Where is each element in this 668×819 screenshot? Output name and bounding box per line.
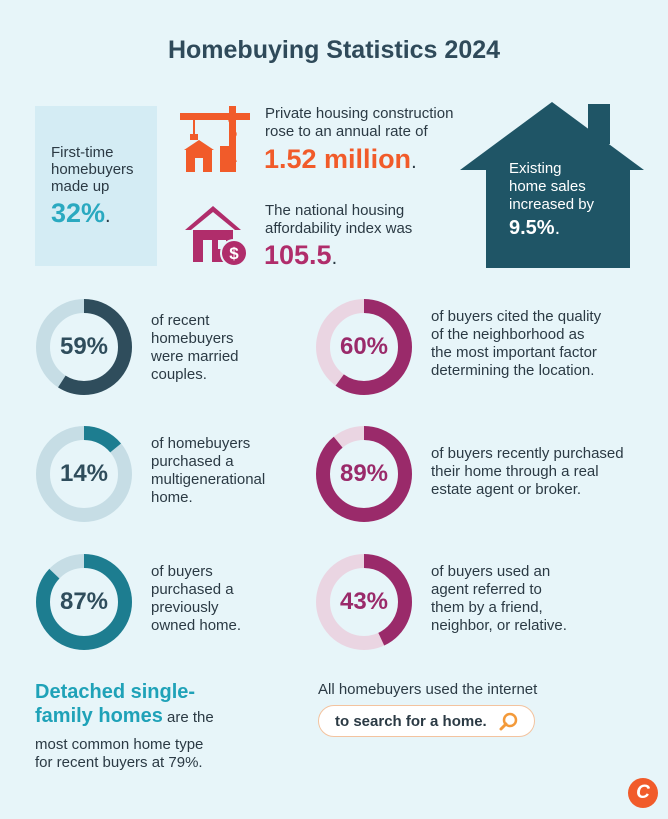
- donut-arc: [36, 299, 132, 395]
- detached-line: most common home type: [35, 736, 204, 753]
- stat-line: multigenerational: [151, 471, 266, 488]
- stat-line: of homebuyers: [151, 435, 251, 452]
- search-icon: [499, 712, 518, 731]
- stat-referred-agent: 43% of buyers used an agent referred to …: [315, 553, 635, 653]
- construction-line: rose to an annual rate of: [265, 123, 428, 140]
- donut-chart: [316, 554, 412, 650]
- existing-sales-number: 9.5%: [509, 217, 555, 239]
- existing-sales-line: Existing: [509, 160, 562, 177]
- house-dollar-icon: $: [185, 206, 248, 267]
- stat-line: determining the location.: [431, 362, 595, 379]
- stat-percent: 43%: [339, 588, 389, 615]
- first-time-buyers-value: 32%.: [51, 198, 111, 229]
- first-time-value: 32%: [51, 198, 106, 228]
- detached-homes-text: most common home type for recent buyers …: [35, 736, 295, 772]
- stat-line: home.: [151, 489, 193, 506]
- stat-line: them by a friend,: [431, 599, 543, 616]
- internet-text: All homebuyers used the internet: [318, 681, 538, 698]
- stat-line: owned home.: [151, 617, 242, 634]
- detached-highlight: family homes: [35, 705, 163, 727]
- stat-line: estate agent or broker.: [431, 481, 582, 498]
- stat-line: purchased a: [151, 453, 234, 470]
- brand-logo[interactable]: C: [628, 778, 658, 808]
- stat-married-couples: 59% of recent homebuyers were married co…: [35, 298, 355, 398]
- stat-percent: 89%: [339, 460, 389, 487]
- donut-arc: [316, 299, 412, 395]
- stat-line: homebuyers: [151, 330, 234, 347]
- stat-line: of buyers used an: [431, 563, 551, 580]
- donut-arc: [36, 426, 132, 522]
- first-time-line: First-time: [51, 144, 114, 161]
- stat-line: were married: [151, 348, 239, 365]
- stat-percent: 59%: [59, 333, 109, 360]
- detached-rest: are the: [162, 709, 214, 726]
- stat-line: purchased a: [151, 581, 234, 598]
- house-shape: [460, 102, 644, 268]
- affordability-line: affordability index was: [265, 220, 413, 237]
- construction-text: Private housing construction rose to an …: [265, 105, 453, 141]
- stat-line: of buyers recently purchased: [431, 445, 624, 462]
- stat-description: of homebuyers purchased a multigeneratio…: [151, 435, 265, 507]
- stat-neighborhood-quality: 60% of buyers cited the quality of the n…: [315, 298, 635, 398]
- affordability-text: The national housing affordability index…: [265, 202, 412, 238]
- detached-highlight: Detached single-: [35, 681, 196, 703]
- stat-description: of buyers cited the quality of the neigh…: [431, 308, 601, 380]
- existing-sales-text: Existing home sales increased by: [509, 160, 594, 214]
- first-time-buyers-text: First-time homebuyers made up: [51, 144, 134, 195]
- stat-previously-owned: 87% of buyers purchased a previously own…: [35, 553, 355, 653]
- donut-chart: [316, 426, 412, 522]
- affordability-value: 105.5.: [264, 240, 337, 271]
- stat-percent: 87%: [59, 588, 109, 615]
- existing-sales-value: 9.5%.: [509, 217, 560, 240]
- search-bar-text: to search for a home.: [335, 713, 487, 730]
- stat-line: couples.: [151, 366, 207, 383]
- first-time-line: made up: [51, 178, 110, 195]
- stat-percent: 60%: [339, 333, 389, 360]
- stat-line: agent referred to: [431, 581, 542, 598]
- construction-number: 1.52 million: [264, 144, 412, 174]
- stat-percent: 14%: [59, 460, 109, 487]
- existing-sales-line: home sales: [509, 178, 586, 195]
- stat-line: of recent: [151, 312, 210, 329]
- construction-value: 1.52 million.: [264, 144, 417, 175]
- search-bar[interactable]: to search for a home.: [318, 705, 535, 737]
- stat-line: previously: [151, 599, 219, 616]
- donut-arc: [316, 426, 412, 522]
- donut-chart: [36, 299, 132, 395]
- construction-period: .: [411, 151, 417, 173]
- donut-chart: [316, 299, 412, 395]
- existing-sales-line: increased by: [509, 196, 595, 213]
- construction-line: Private housing construction: [265, 105, 454, 122]
- stat-description: of buyers used an agent referred to them…: [431, 563, 567, 635]
- stat-line: of the neighborhood as: [431, 326, 585, 343]
- stat-description: of buyers recently purchased their home …: [431, 445, 624, 499]
- detached-highlight-line2: family homes are the: [35, 704, 285, 730]
- donut-arc: [316, 554, 412, 650]
- detached-line: for recent buyers at 79%.: [35, 754, 203, 771]
- stat-line: of buyers cited the quality: [431, 308, 602, 325]
- first-time-line: homebuyers: [51, 161, 134, 178]
- stat-line: of buyers: [151, 563, 213, 580]
- stat-multigenerational: 14% of homebuyers purchased a multigener…: [35, 425, 355, 525]
- existing-sales-period: .: [554, 217, 561, 239]
- donut-arc: [36, 554, 132, 650]
- stat-line: their home through a real: [431, 463, 599, 480]
- stat-line: the most important factor: [431, 344, 597, 361]
- affordability-number: 105.5: [264, 240, 332, 270]
- affordability-line: The national housing: [265, 202, 405, 219]
- first-time-buyers-card: First-time homebuyers made up 32%.: [35, 106, 157, 266]
- stat-description: of buyers purchased a previously owned h…: [151, 563, 241, 635]
- donut-chart: [36, 426, 132, 522]
- stat-line: neighbor, or relative.: [431, 617, 567, 634]
- stat-agent-broker: 89% of buyers recently purchased their h…: [315, 425, 635, 525]
- donut-chart: [36, 554, 132, 650]
- svg-text:$: $: [229, 244, 239, 263]
- detached-homes-heading: Detached single- family homes are the: [35, 680, 285, 730]
- first-time-period: .: [105, 205, 111, 227]
- page-title: Homebuying Statistics 2024: [167, 36, 501, 64]
- crane-construction-icon: [180, 106, 250, 172]
- stat-description: of recent homebuyers were married couple…: [151, 312, 239, 384]
- affordability-period: .: [331, 247, 338, 269]
